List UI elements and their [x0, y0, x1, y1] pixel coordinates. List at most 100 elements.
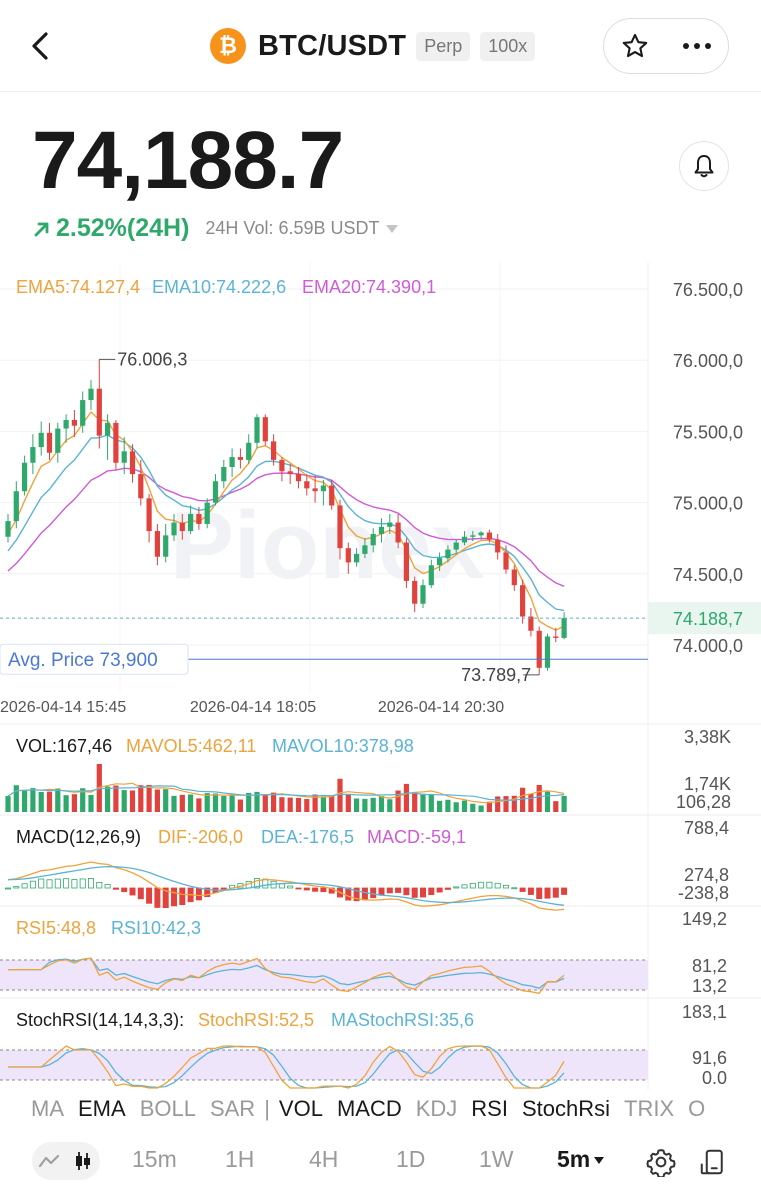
macd-histogram-bar — [502, 884, 509, 889]
candle-body — [387, 522, 393, 527]
y-tick-label: 74.500,0 — [673, 565, 743, 585]
tab-sar[interactable]: SAR — [209, 1096, 256, 1121]
vol-axis-label: 3,38K — [684, 727, 731, 747]
price-change-row: 2.52%(24H) 24H Vol: 6.59B USDT — [32, 214, 398, 243]
volume-bar — [470, 803, 476, 812]
macd-histogram-bar — [312, 887, 319, 892]
stochrsi-band — [0, 1050, 648, 1080]
line-chart-button[interactable] — [35, 1147, 63, 1175]
timeframe-bar: 15m 1H 4H 1D 1W 5m — [0, 1138, 761, 1184]
back-arrow-icon — [32, 32, 48, 60]
rotate-screen-button[interactable] — [695, 1144, 731, 1180]
line-chart-icon — [38, 1154, 60, 1168]
macd-histogram-bar — [146, 887, 153, 904]
tab-kdj[interactable]: KDJ — [415, 1096, 458, 1121]
macd-histogram-bar — [162, 887, 169, 909]
tab-more-o[interactable]: O — [688, 1096, 706, 1121]
volume-bar — [478, 805, 484, 812]
timeframe-4h[interactable]: 4H — [309, 1146, 339, 1172]
candle-body — [345, 548, 351, 563]
tab-ema[interactable]: EMA — [78, 1096, 126, 1121]
volume-bar — [329, 795, 335, 812]
dif-line — [7, 861, 565, 911]
vol-legend: VOL:167,46 — [16, 736, 112, 756]
candle-body — [337, 505, 343, 549]
candle-body — [30, 447, 36, 463]
volume-bar — [511, 795, 517, 812]
macd-histogram-bar — [561, 887, 568, 895]
candle-body — [378, 526, 385, 534]
macd-histogram-bar — [370, 887, 377, 899]
volume-bar — [171, 795, 177, 812]
macd-axis-label: 274,8 — [684, 865, 729, 885]
candle-body — [304, 481, 310, 489]
tab-stochrsi[interactable]: StochRsi — [521, 1096, 611, 1121]
favorite-button[interactable] — [615, 26, 655, 66]
tab-boll[interactable]: BOLL — [139, 1096, 196, 1121]
candle-chart-button[interactable] — [69, 1147, 97, 1175]
macd-histogram-bar — [253, 878, 260, 889]
candle-body — [46, 432, 53, 453]
candle-body — [503, 552, 509, 570]
candle-body — [520, 585, 526, 617]
volume-bar — [154, 789, 160, 812]
volume-bar — [229, 794, 235, 812]
chart-settings-button[interactable] — [643, 1144, 679, 1180]
y-tick-label: 75.500,0 — [673, 422, 743, 442]
candle-body — [204, 502, 210, 524]
watermark: Pionex — [170, 492, 485, 599]
macd-histogram-bar — [21, 883, 28, 889]
candle-body — [486, 532, 492, 540]
candle-body — [5, 521, 11, 537]
volume-bar — [38, 791, 44, 812]
volume-bar — [495, 796, 501, 812]
volume-bar — [71, 794, 77, 812]
volume-bar — [5, 796, 11, 812]
macd-histogram-bar — [303, 887, 310, 891]
macd-histogram-bar — [137, 887, 144, 900]
svg-text:Pionex: Pionex — [170, 492, 485, 599]
macd-histogram-bar — [63, 878, 70, 889]
mastochrsi-legend: MAStochRSI:35,6 — [331, 1010, 474, 1030]
chart-type-toggle[interactable] — [32, 1142, 100, 1180]
last-price-label: 74.188,7 — [673, 609, 743, 629]
candle-body — [105, 422, 111, 436]
tab-ma[interactable]: MA — [31, 1096, 64, 1121]
vol-axis-label: 106,28 — [676, 792, 731, 812]
dea-line — [7, 865, 565, 906]
pair-title[interactable]: ₿ BTC/USDT Perp 100x — [210, 26, 536, 66]
tab-vol[interactable]: VOL — [278, 1096, 323, 1121]
ema20-legend: EMA20:74.390,1 — [302, 277, 436, 297]
volume-bar — [553, 801, 559, 812]
volume-bar — [63, 795, 69, 812]
timeframe-15m[interactable]: 15m — [132, 1146, 177, 1172]
candle-body — [212, 481, 219, 503]
macd-histogram-bar — [13, 886, 20, 889]
timeframe-1h[interactable]: 1H — [225, 1146, 255, 1172]
candlestick-chart[interactable]: Pionex 74.188,7 Avg. Price 73,900 76.006,3… — [0, 262, 761, 1090]
volume-bar — [428, 794, 434, 812]
macd-histogram-bar — [129, 887, 136, 896]
timeframe-1w[interactable]: 1W — [479, 1146, 514, 1172]
tab-trix[interactable]: TRIX — [624, 1096, 675, 1121]
tab-rsi[interactable]: RSI — [471, 1096, 508, 1121]
more-button[interactable] — [677, 26, 717, 66]
tab-macd[interactable]: MACD — [336, 1096, 402, 1121]
volume-bar — [320, 796, 326, 812]
candle-body — [511, 569, 517, 586]
volume-bar — [295, 797, 302, 812]
timeframe-selector[interactable]: 5m — [557, 1146, 605, 1173]
back-button[interactable] — [26, 28, 56, 64]
timeframe-1d[interactable]: 1D — [396, 1146, 426, 1172]
volume-bar — [46, 791, 53, 812]
macd-histogram-bar — [461, 884, 468, 889]
price-alert-button[interactable] — [679, 141, 729, 191]
candle-body — [412, 580, 418, 604]
caret-down-icon[interactable] — [385, 224, 398, 233]
volume-bar — [237, 799, 243, 812]
header-actions — [603, 18, 729, 74]
macd-histogram-bar — [278, 883, 285, 889]
macd-histogram-bar — [403, 887, 410, 896]
y-tick-label: 75.000,0 — [673, 494, 743, 514]
mavol10-legend: MAVOL10:378,98 — [272, 736, 414, 756]
